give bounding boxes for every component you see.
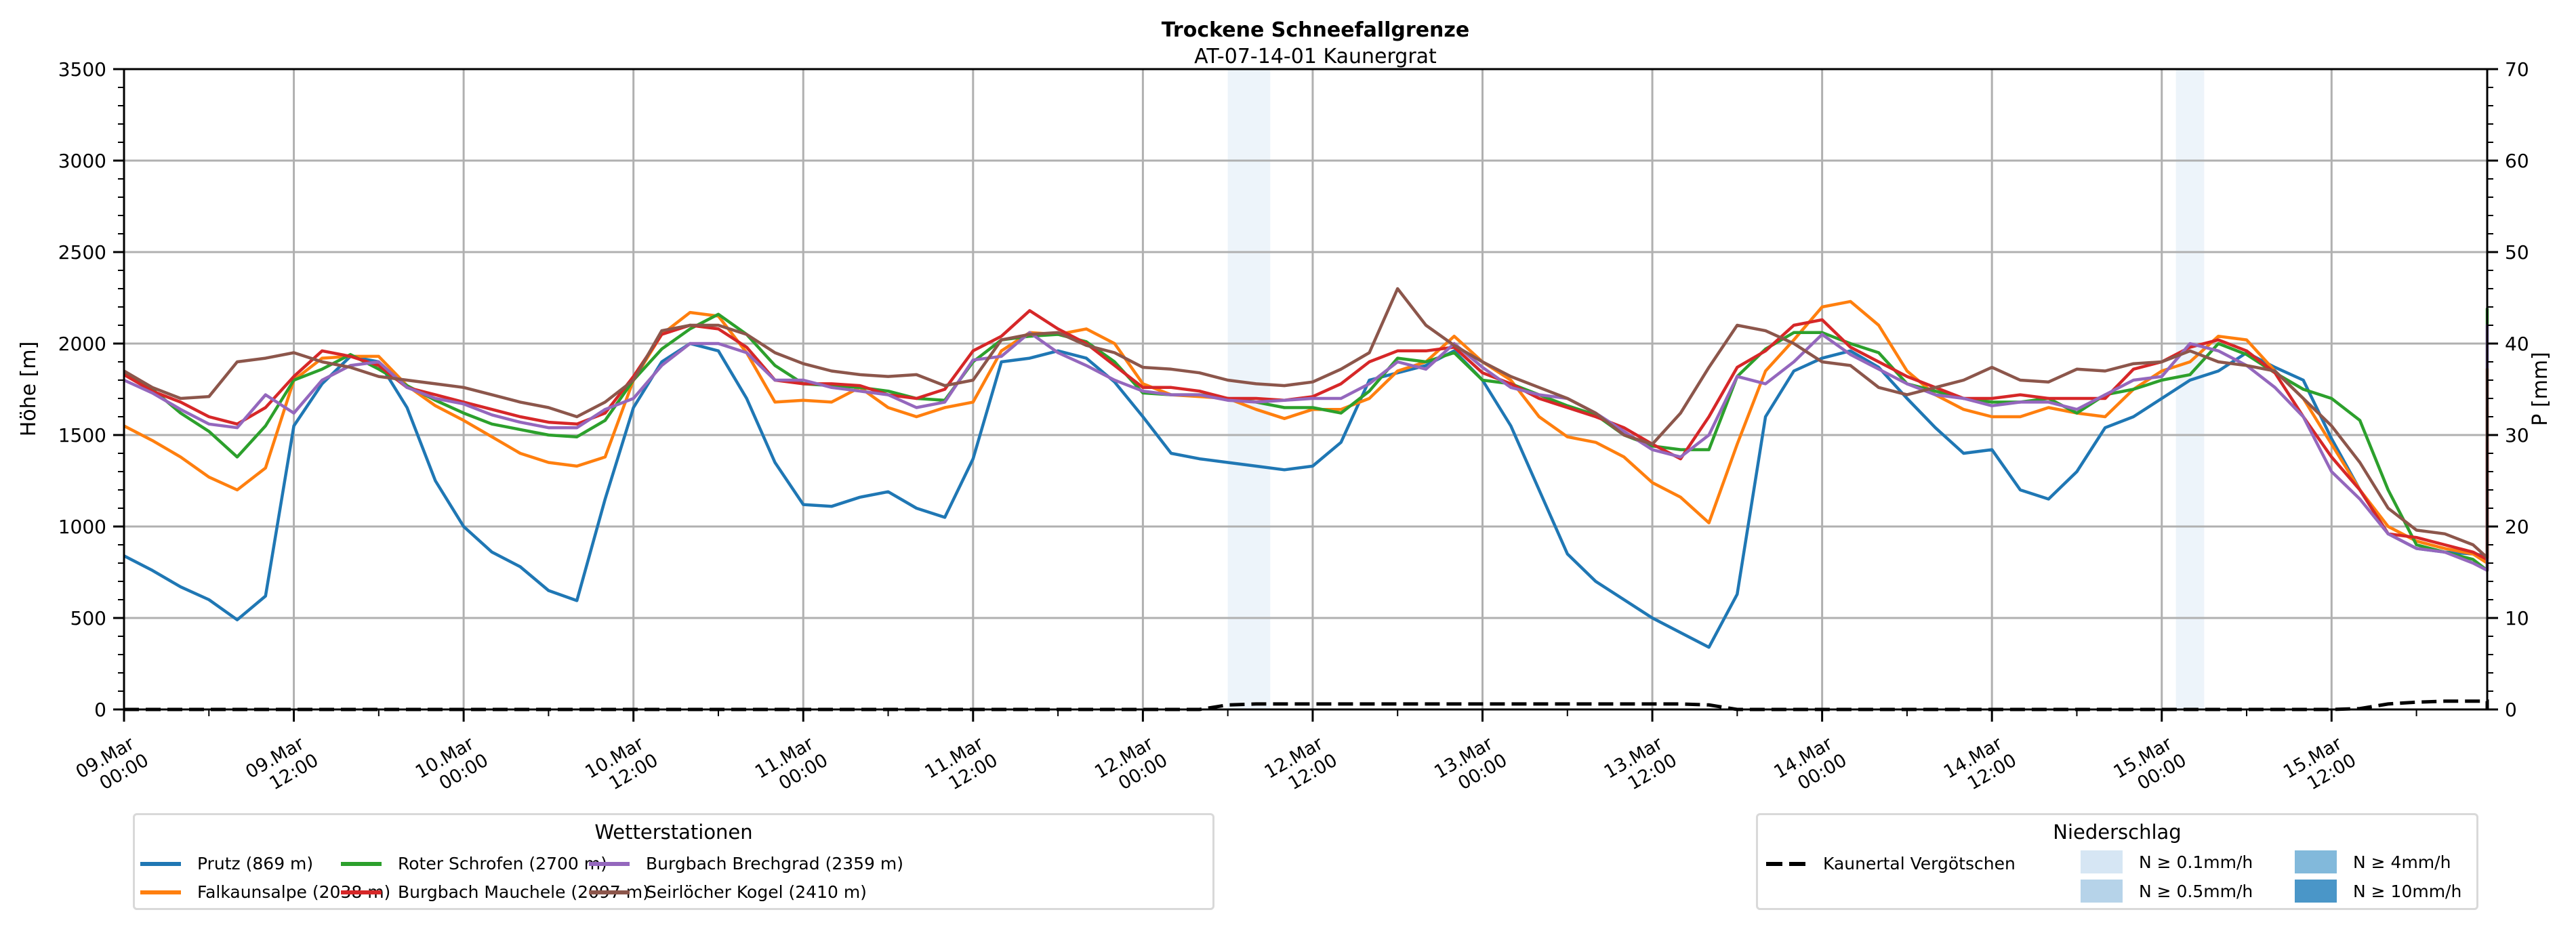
legend-swatch-prutz — [140, 861, 181, 866]
legend-label-burgbach-brechgrad: Burgbach Brechgrad (2359 m) — [646, 854, 903, 873]
y-tick-label: 500 — [70, 607, 106, 629]
legend-item-n10: N ≥ 10mm/h — [2295, 880, 2461, 903]
legend-swatch-n05 — [2081, 880, 2123, 903]
y-tick-label: 3000 — [58, 150, 106, 172]
y-tick-label: 0 — [94, 699, 106, 721]
precip-shading-band — [1227, 69, 1271, 709]
y2-tick-label: 20 — [2505, 516, 2529, 538]
legend-stations: Wetterstationen Prutz (869 m) Falkaunsal… — [133, 813, 1214, 910]
precip-shading-layer — [1227, 69, 2205, 709]
y-tick-label: 1500 — [58, 424, 106, 447]
legend-label-n05: N ≥ 0.5mm/h — [2139, 881, 2253, 901]
legend-item-burgbach-brechgrad: Burgbach Brechgrad (2359 m) — [589, 854, 903, 873]
legend-swatch-n4 — [2295, 850, 2337, 873]
legend-label-seirloecher-kogel: Seirlöcher Kogel (2410 m) — [646, 882, 867, 902]
y2-tick-label: 0 — [2505, 699, 2517, 721]
legend-swatch-n10 — [2295, 880, 2337, 903]
precip-line — [124, 699, 2489, 711]
legend-item-n4: N ≥ 4mm/h — [2295, 850, 2451, 873]
legend-swatch-seirloecher-kogel — [589, 890, 630, 894]
legend-label-n10: N ≥ 10mm/h — [2353, 881, 2462, 901]
y2-axis-label: P [mm] — [2529, 352, 2552, 426]
y-tick-label: 3500 — [58, 58, 106, 81]
plot-frame — [123, 68, 2489, 711]
y2-tick-label: 30 — [2505, 424, 2529, 447]
legend-swatch-n01 — [2081, 850, 2123, 873]
chart-subtitle: AT-07-14-01 Kaunergrat — [1194, 45, 1437, 68]
legend-item-n01: N ≥ 0.1mm/h — [2081, 850, 2253, 873]
axes-layer: 0 500 1000 1500 2000 2500 3000 3500 0 10 20 30 40 50 6… — [58, 58, 2529, 794]
legend-swatch-roter-schrofen — [341, 861, 382, 866]
legend-swatch-burgbach-brechgrad — [589, 861, 630, 866]
y-tick-label: 1000 — [58, 516, 106, 538]
legend-precip: Niederschlag Kaunertal Vergötschen N ≥ 0… — [1756, 813, 2478, 910]
legend-stations-title: Wetterstationen — [594, 821, 753, 844]
y-tick-label: 2500 — [58, 241, 106, 264]
legend-item-kaunertal: Kaunertal Vergötschen — [1766, 854, 2016, 873]
legend-swatch-kaunertal — [1766, 861, 1807, 866]
y-tick-label: 2000 — [58, 333, 106, 355]
legend-item-seirloecher-kogel: Seirlöcher Kogel (2410 m) — [589, 882, 867, 902]
legend-label-roter-schrofen: Roter Schrofen (2700 m) — [398, 854, 607, 873]
series-line — [123, 323, 2489, 573]
y-axis-label: Höhe [m] — [17, 342, 41, 437]
series-layer — [123, 287, 2489, 711]
precip-shading-band — [2175, 69, 2205, 709]
grid-layer — [124, 69, 2487, 709]
series-line — [123, 307, 2489, 573]
chart-title: Trockene Schneefallgrenze — [1162, 18, 1469, 42]
y2-tick-label: 70 — [2505, 58, 2529, 81]
legend-item-n05: N ≥ 0.5mm/h — [2081, 880, 2253, 903]
legend-swatch-falkaunsalpe — [140, 890, 181, 894]
legend-precip-title: Niederschlag — [2053, 821, 2182, 844]
legend-item-prutz: Prutz (869 m) — [140, 854, 313, 873]
y2-tick-label: 40 — [2505, 333, 2529, 355]
y2-tick-label: 10 — [2505, 607, 2529, 629]
legend-label-prutz: Prutz (869 m) — [197, 854, 314, 873]
y2-tick-label: 50 — [2505, 241, 2529, 264]
legend-swatch-burgbach-mauchele — [341, 890, 382, 894]
legend-label-kaunertal: Kaunertal Vergötschen — [1823, 854, 2016, 873]
legend-item-roter-schrofen: Roter Schrofen (2700 m) — [341, 854, 607, 873]
legend-label-n4: N ≥ 4mm/h — [2353, 852, 2451, 872]
series-line — [123, 309, 2489, 561]
legend-label-n01: N ≥ 0.1mm/h — [2139, 852, 2253, 872]
series-line — [123, 287, 2489, 560]
y2-tick-label: 60 — [2505, 150, 2529, 172]
